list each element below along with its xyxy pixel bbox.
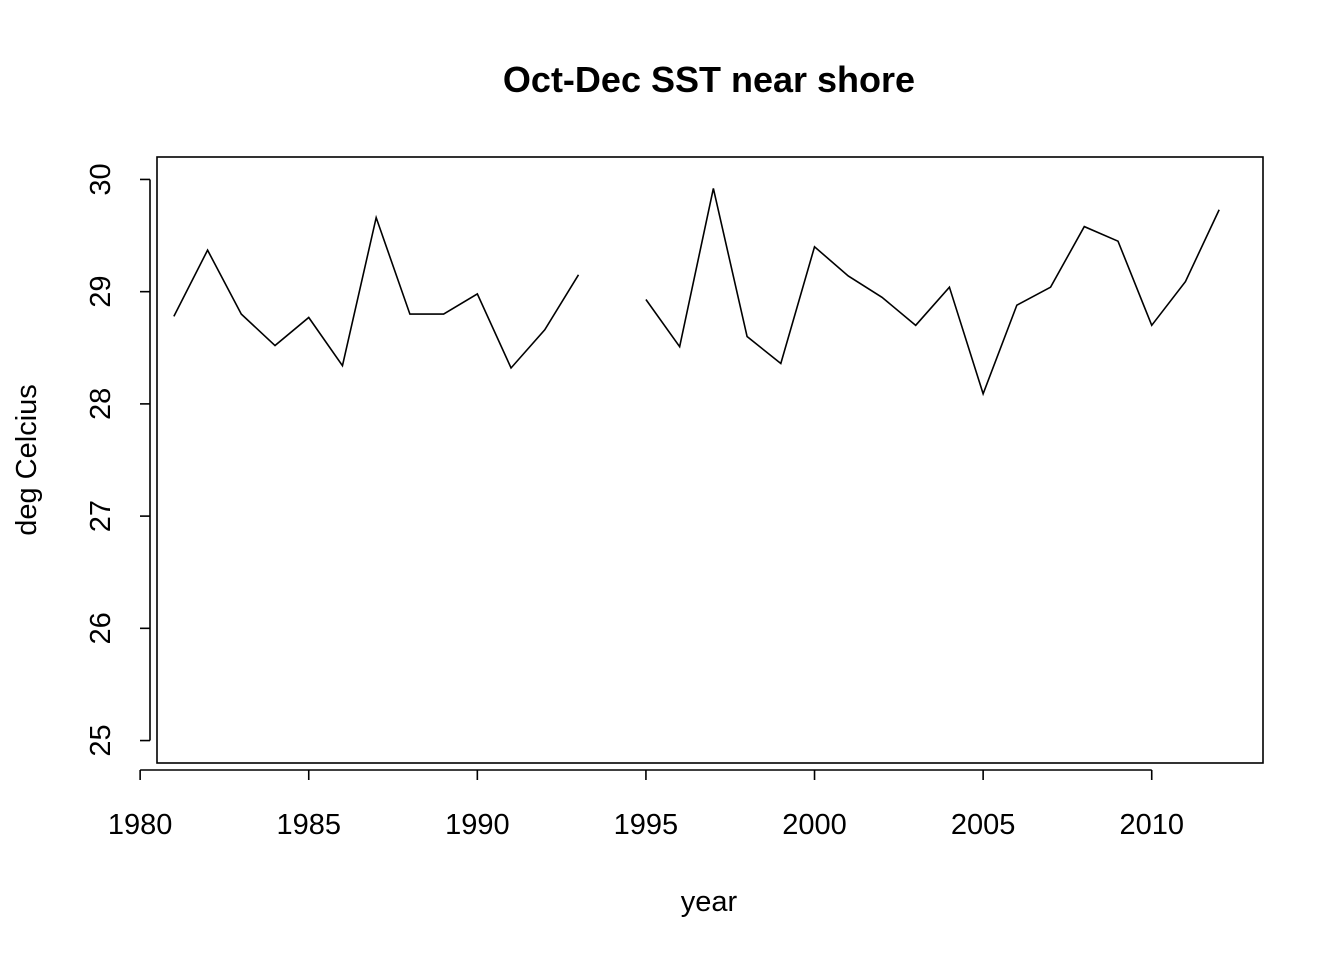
x-tick-label: 2000 bbox=[782, 809, 847, 841]
x-axis-label: year bbox=[681, 886, 738, 918]
x-tick-label: 2005 bbox=[951, 809, 1016, 841]
y-tick-label: 28 bbox=[85, 388, 117, 420]
series-layer bbox=[173, 188, 1220, 397]
series-line bbox=[173, 188, 1220, 397]
x-tick-label: 1995 bbox=[614, 809, 679, 841]
y-tick-label: 30 bbox=[85, 163, 117, 195]
x-axis: 1980 1985 1990 1995 2000 2005 2010 bbox=[108, 769, 1184, 841]
x-tick-label: 1980 bbox=[108, 809, 173, 841]
y-axis: 25 26 27 28 29 30 bbox=[85, 163, 151, 757]
x-tick-label: 1985 bbox=[276, 809, 341, 841]
x-tick-label: 2010 bbox=[1119, 809, 1184, 841]
x-tick-label: 1990 bbox=[445, 809, 510, 841]
y-tick-label: 29 bbox=[85, 276, 117, 308]
y-tick-label: 25 bbox=[85, 724, 117, 756]
y-tick-label: 26 bbox=[85, 612, 117, 644]
plot-area-box bbox=[156, 156, 1264, 764]
y-tick-label: 27 bbox=[85, 500, 117, 532]
y-axis-label: deg Celcius bbox=[11, 384, 43, 536]
chart-title: Oct-Dec SST near shore bbox=[503, 59, 915, 100]
